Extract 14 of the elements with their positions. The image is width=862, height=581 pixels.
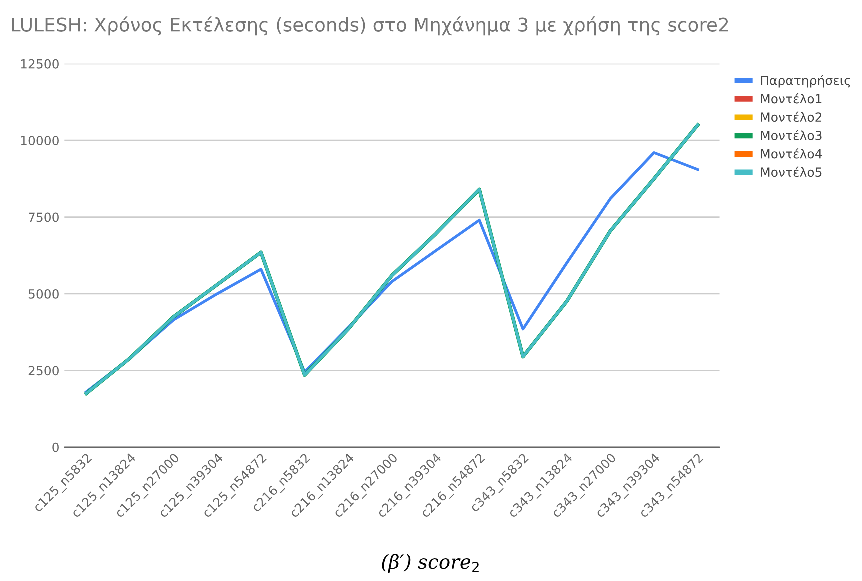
legend-label: Μοντέλο2 [761, 112, 822, 122]
legend-label: Μοντέλο3 [761, 130, 822, 140]
legend-label: Μοντέλο4 [761, 148, 822, 159]
y-tick-label: 2500 [28, 366, 59, 376]
text: (β′) score$_{2}$ [382, 554, 479, 573]
y-tick-label: 7500 [29, 212, 59, 222]
chart-title: LULESH: Χρόνος Εκτέλεσης (seconds) στο Μηχάνημα 3 με χρήση της score2 [12, 16, 728, 36]
y-tick-label: 12500 [21, 59, 59, 69]
y-tick-label: 5000 [28, 289, 59, 299]
legend-label: Μοντέλο1 [761, 94, 822, 104]
y-tick-label: 0 [52, 442, 59, 452]
y-tick-label: 10000 [21, 136, 59, 146]
legend-label: Μοντέλο5 [761, 166, 822, 178]
legend-label: Παρατηρήσεις [761, 75, 850, 88]
